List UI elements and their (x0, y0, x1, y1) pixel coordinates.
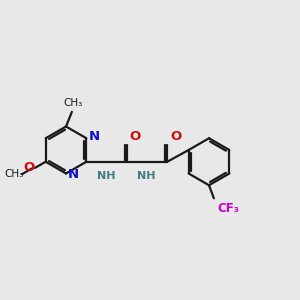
Text: N: N (88, 130, 99, 143)
Text: CH₃: CH₃ (64, 98, 83, 108)
Text: O: O (130, 130, 141, 143)
Text: N: N (68, 168, 79, 181)
Text: NH: NH (97, 171, 116, 181)
Text: CH₃: CH₃ (4, 169, 24, 179)
Text: CF₃: CF₃ (218, 202, 240, 214)
Text: O: O (170, 130, 182, 143)
Text: O: O (23, 161, 34, 174)
Text: NH: NH (137, 171, 156, 181)
